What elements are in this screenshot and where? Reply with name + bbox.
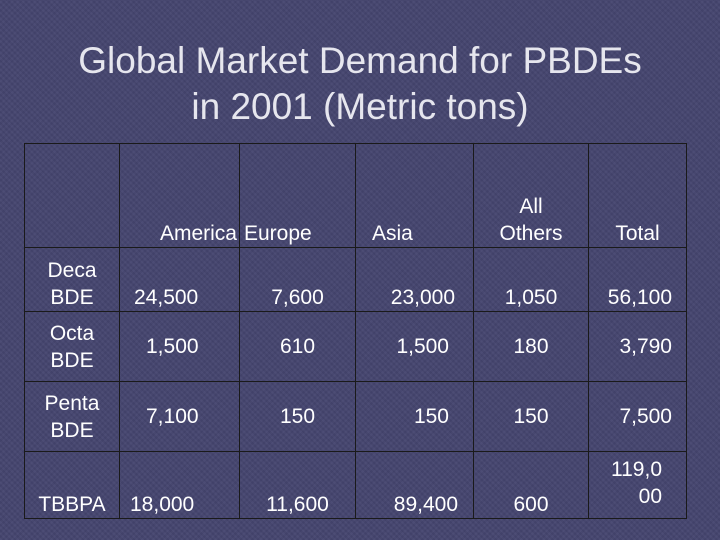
cell-others: 150 bbox=[473, 381, 589, 452]
cell-europe: 610 bbox=[239, 311, 356, 382]
cell-europe: 7,600 bbox=[239, 247, 356, 312]
cell-america: 24,500 bbox=[119, 247, 240, 312]
row-label-deca-bde: Deca BDE bbox=[24, 247, 120, 312]
cell-america: 1,500 bbox=[119, 311, 240, 382]
table-row: Deca BDE 24,500 7,600 23,000 1,050 56,10… bbox=[24, 247, 687, 312]
cell-others: 600 bbox=[473, 451, 589, 519]
slide-title: Global Market Demand for PBDEs in 2001 (… bbox=[0, 38, 720, 130]
cell-asia: 89,400 bbox=[355, 451, 474, 519]
cell-asia: 23,000 bbox=[355, 247, 474, 312]
row-label-penta-bde: Penta BDE bbox=[24, 381, 120, 452]
header-corner-cell bbox=[24, 143, 120, 248]
header-all-others: All Others bbox=[473, 143, 589, 248]
header-row: America Europe Asia All Others Total bbox=[24, 143, 687, 248]
table-row: TBBPA 18,000 11,600 89,400 600 119,0 00 bbox=[24, 451, 687, 519]
cell-others: 1,050 bbox=[473, 247, 589, 312]
cell-total: 7,500 bbox=[588, 381, 687, 452]
row-label-tbbpa: TBBPA bbox=[24, 451, 120, 519]
cell-asia: 1,500 bbox=[355, 311, 474, 382]
demand-table: America Europe Asia All Others Total Dec… bbox=[24, 143, 687, 519]
table-row: Penta BDE 7,100 150 150 150 7,500 bbox=[24, 381, 687, 452]
title-line-2: in 2001 (Metric tons) bbox=[191, 86, 529, 127]
title-line-1: Global Market Demand for PBDEs bbox=[78, 40, 642, 81]
cell-europe: 11,600 bbox=[239, 451, 356, 519]
header-asia: Asia bbox=[355, 143, 474, 248]
row-label-octa-bde: Octa BDE bbox=[24, 311, 120, 382]
header-europe: Europe bbox=[239, 143, 356, 248]
cell-others: 180 bbox=[473, 311, 589, 382]
cell-europe: 150 bbox=[239, 381, 356, 452]
header-total: Total bbox=[588, 143, 687, 248]
header-america: America bbox=[119, 143, 240, 248]
cell-america: 18,000 bbox=[119, 451, 240, 519]
cell-asia: 150 bbox=[355, 381, 474, 452]
cell-total: 56,100 bbox=[588, 247, 687, 312]
cell-total: 3,790 bbox=[588, 311, 687, 382]
cell-total: 119,0 00 bbox=[588, 451, 687, 519]
cell-america: 7,100 bbox=[119, 381, 240, 452]
table-row: Octa BDE 1,500 610 1,500 180 3,790 bbox=[24, 311, 687, 382]
